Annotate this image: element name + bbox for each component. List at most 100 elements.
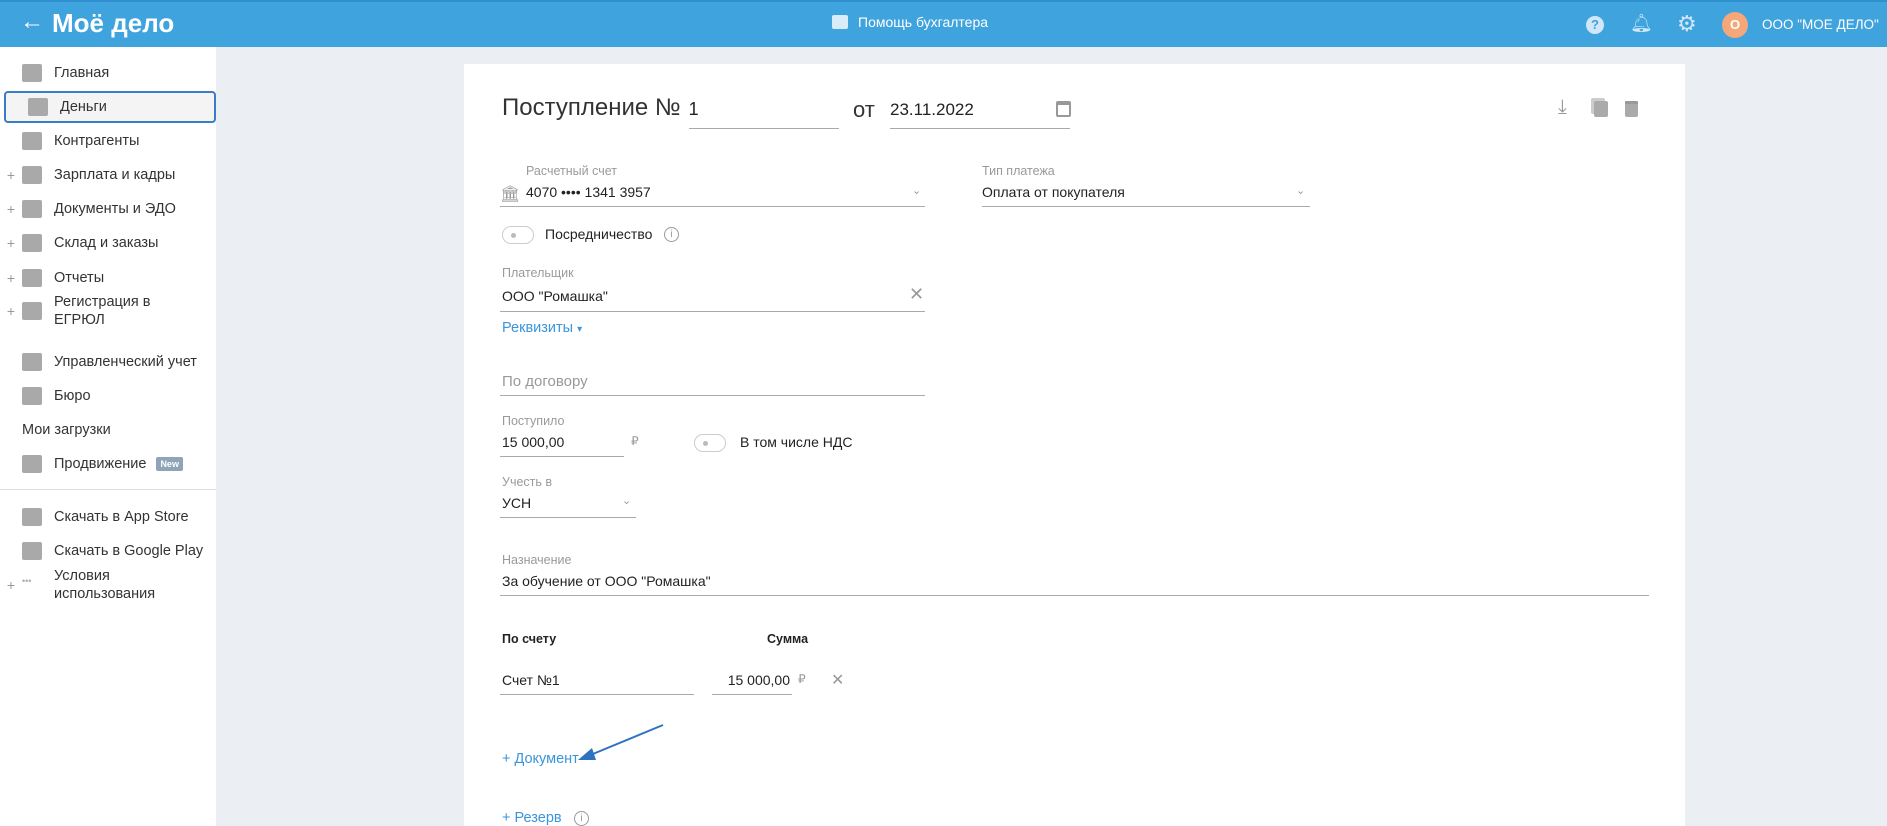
account-label: Расчетный счет [526,164,617,178]
info-icon[interactable]: i [664,227,679,242]
briefcase-icon [22,387,42,405]
money-icon [28,98,48,116]
remove-row-icon[interactable]: ✕ [831,672,845,689]
sidebar-item-12[interactable]: Скачать в App Store [0,505,216,529]
bank-icon: 🏛︎ [500,186,521,203]
download-icon[interactable]: ⤓ [1558,96,1567,118]
expand-icon[interactable]: + [6,577,16,593]
chevron-down-icon[interactable]: ⌄ [1296,185,1306,197]
apple-icon [22,508,42,526]
wallet-icon [22,166,42,184]
new-badge: New [156,457,183,471]
row-sum-input[interactable]: 15 000,00 [727,672,790,688]
home-icon [22,64,42,82]
date-prefix: от [853,97,875,122]
ruble-chart-icon [22,353,42,371]
sidebar-item-label: Мои загрузки [22,422,111,438]
assistant-link[interactable]: Помощь бухгалтера [858,14,989,30]
column-account-header: По счету [502,632,557,646]
expand-icon[interactable]: + [6,303,16,319]
sidebar-item-14[interactable]: + ••• Условия использования [0,567,216,603]
requisites-link[interactable]: Реквизиты ▾ [502,320,583,336]
help-icon[interactable]: ? [1586,16,1604,34]
payer-label: Плательщик [502,266,574,280]
back-arrow-icon[interactable]: ← [20,8,44,35]
date-input[interactable]: 23.11.2022 [890,100,974,119]
add-reserve-link[interactable]: + Резерв [502,810,562,826]
expand-icon[interactable]: + [6,167,16,183]
chevron-down-icon[interactable]: ⌄ [622,495,632,507]
account-select[interactable]: 4070 •••• 1341 3957 [526,184,651,200]
chevron-down-icon[interactable]: ⌄ [912,185,922,197]
vat-label: В том числе НДС [740,434,853,450]
company-name[interactable]: ООО "МОЕ ДЕЛО" [1762,17,1879,32]
sidebar-item-label: Главная [54,65,110,81]
trash-icon[interactable] [1625,101,1638,117]
contract-input[interactable]: По договору [502,373,588,390]
currency-symbol: ₽ [631,434,639,448]
mediation-toggle[interactable] [502,226,534,244]
more-icon: ••• [22,576,32,586]
sidebar-item-13[interactable]: Скачать в Google Play [0,539,216,563]
sidebar-item-0[interactable]: Главная [0,61,216,85]
gear-icon[interactable]: ⚙ [1677,11,1697,36]
promo-icon [22,455,42,473]
page-title: Поступление № [502,94,681,121]
number-input[interactable]: 1 [688,99,839,129]
received-label: Поступило [502,414,565,428]
sidebar-item-label: Бюро [54,388,91,404]
sidebar-item-label: Управленческий учет [54,354,197,370]
sidebar-item-label: Отчеты [54,270,105,286]
clear-icon[interactable]: ✕ [909,284,925,304]
column-sum-header: Сумма [767,632,809,646]
payer-input[interactable]: ООО "Ромашка" [502,288,608,304]
person-icon [22,132,42,150]
sidebar-item-2[interactable]: Контрагенты [0,129,216,153]
mediation-label: Посредничество [545,226,653,242]
sidebar-item-7[interactable]: + Регистрация в ЕГРЮЛ [0,293,216,329]
row-account-input[interactable]: Счет №1 [502,672,560,688]
sidebar-item-6[interactable]: + Отчеты [0,266,216,290]
expand-icon[interactable]: + [6,270,16,286]
copy-icon[interactable] [1594,101,1608,117]
sidebar-item-5[interactable]: + Склад и заказы [0,231,216,255]
expand-icon[interactable]: + [6,201,16,217]
report-icon [22,269,42,287]
purpose-label: Назначение [502,553,572,567]
sidebar-item-label: Деньги [60,99,107,115]
sidebar-item-4[interactable]: + Документы и ЭДО [0,197,216,221]
sidebar-item-label: Зарплата и кадры [54,167,176,183]
sidebar-item-10[interactable]: Мои загрузки [0,418,216,442]
info-icon[interactable]: i [574,811,589,826]
vat-toggle[interactable] [694,434,726,452]
account-in-label: Учесть в [502,475,553,489]
account-in-select[interactable]: УСН [502,495,532,511]
currency-symbol: ₽ [798,672,806,686]
payment-type-select[interactable]: Оплата от покупателя [982,184,1125,200]
calendar-icon[interactable] [1056,101,1071,117]
received-input[interactable]: 15 000,00 [502,434,565,450]
sidebar-item-label: Контрагенты [54,133,140,149]
sidebar-item-11[interactable]: Продвижение New [0,452,216,476]
folder-icon [22,200,42,218]
sidebar-item-label: Условия использования [54,568,156,602]
sidebar-item-label: Склад и заказы [54,235,159,251]
purpose-input[interactable]: За обучение от ООО "Ромашка" [502,573,711,589]
top-bar: ← Moё дело Помощь бухгалтера ? 🔔︎ ⚙ О ОО… [0,0,1887,47]
assistant-icon [832,15,848,29]
sidebar-item-3[interactable]: + Зарплата и кадры [0,163,216,187]
receipt-form [464,64,1685,826]
logo[interactable]: Moё дело [52,8,175,38]
annotation-arrow [578,724,664,760]
bell-icon[interactable]: 🔔︎ [1630,13,1653,33]
add-document-link[interactable]: + Документ [502,751,579,767]
expand-icon[interactable]: + [6,235,16,251]
sidebar-item-1[interactable]: Деньги [4,91,216,123]
sidebar-item-label: Скачать в Google Play [54,543,204,559]
sidebar-item-label: Регистрация в ЕГРЮЛ [54,294,151,328]
sidebar-item-8[interactable]: Управленческий учет [0,350,216,374]
sidebar-item-label: Продвижение [54,456,147,472]
avatar[interactable]: О [1722,12,1748,38]
sidebar-divider [0,489,216,490]
sidebar-item-9[interactable]: Бюро [0,384,216,408]
